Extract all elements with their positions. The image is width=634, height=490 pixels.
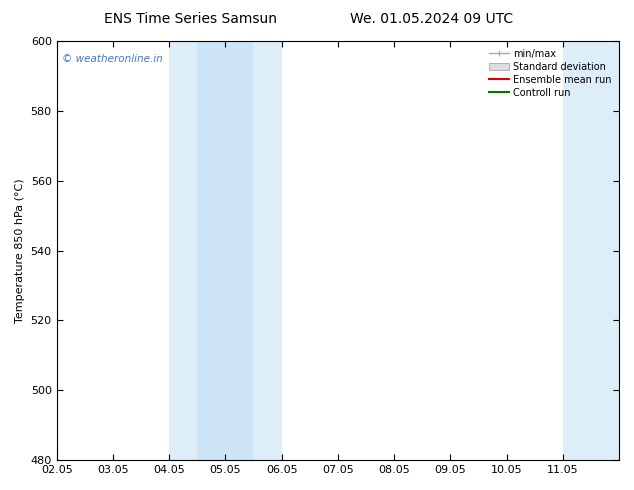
Bar (169, 41, 281, 460)
Text: We. 01.05.2024 09 UTC: We. 01.05.2024 09 UTC (349, 12, 513, 26)
Text: ENS Time Series Samsun: ENS Time Series Samsun (104, 12, 276, 26)
Bar (563, 41, 634, 460)
Y-axis label: Temperature 850 hPa (°C): Temperature 850 hPa (°C) (15, 178, 25, 323)
Text: © weatheronline.in: © weatheronline.in (62, 53, 163, 64)
Bar (197, 41, 254, 460)
Legend: min/max, Standard deviation, Ensemble mean run, Controll run: min/max, Standard deviation, Ensemble me… (486, 46, 614, 100)
